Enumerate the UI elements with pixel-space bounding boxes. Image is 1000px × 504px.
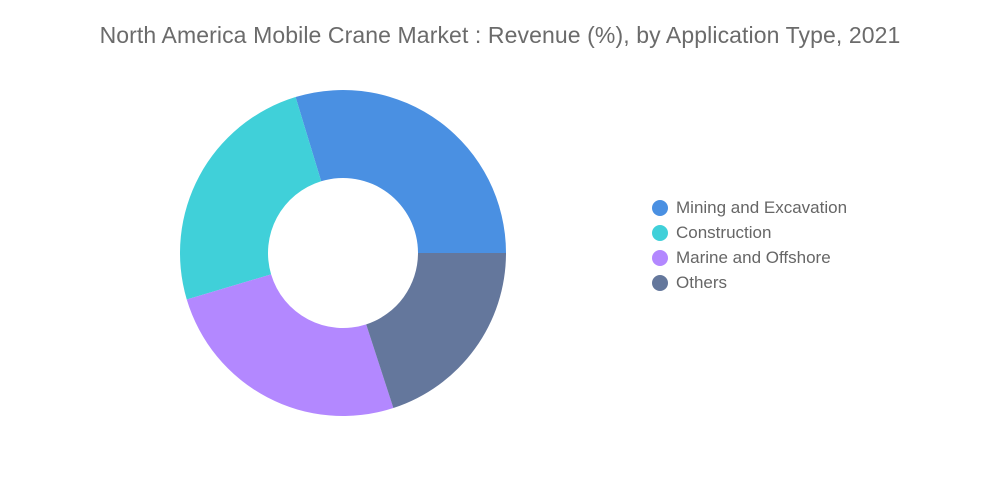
- legend-label: Construction: [676, 222, 772, 242]
- legend-item-mining-and-excavation[interactable]: Mining and Excavation: [652, 195, 847, 220]
- legend-item-construction[interactable]: Construction: [652, 220, 847, 245]
- legend-item-others[interactable]: Others: [652, 270, 847, 295]
- legend: Mining and Excavation Construction Marin…: [652, 195, 847, 295]
- donut-chart: [179, 90, 506, 416]
- legend-label: Marine and Offshore: [676, 247, 831, 267]
- slice-construction[interactable]: [179, 97, 322, 300]
- chart-title: North America Mobile Crane Market : Reve…: [99, 22, 901, 48]
- legend-swatch: [652, 199, 668, 216]
- legend-label: Mining and Excavation: [676, 197, 848, 217]
- slice-marine-and-offshore[interactable]: [186, 274, 394, 416]
- legend-swatch: [652, 249, 668, 266]
- legend-swatch: [652, 224, 668, 241]
- legend-swatch: [652, 274, 668, 291]
- slice-others[interactable]: [366, 253, 506, 409]
- legend-label: Others: [676, 272, 728, 292]
- legend-item-marine-and-offshore[interactable]: Marine and Offshore: [652, 245, 847, 270]
- slice-mining-and-excavation[interactable]: [295, 90, 506, 254]
